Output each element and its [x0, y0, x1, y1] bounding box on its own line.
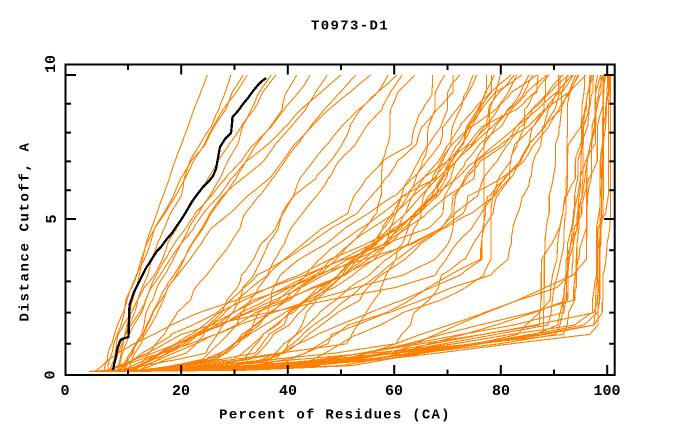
svg-text:Distance Cutoff, A: Distance Cutoff, A — [18, 141, 34, 321]
svg-text:100: 100 — [593, 383, 620, 400]
svg-text:80: 80 — [492, 383, 510, 400]
svg-text:0: 0 — [60, 383, 69, 400]
svg-text:60: 60 — [385, 383, 403, 400]
svg-text:0: 0 — [43, 370, 60, 379]
svg-text:20: 20 — [172, 383, 190, 400]
svg-text:Percent of Residues (CA): Percent of Residues (CA) — [219, 408, 451, 424]
svg-text:5: 5 — [44, 214, 61, 223]
svg-text:40: 40 — [279, 383, 297, 400]
svg-text:T0973-D1: T0973-D1 — [311, 19, 389, 35]
svg-text:10: 10 — [43, 55, 60, 73]
